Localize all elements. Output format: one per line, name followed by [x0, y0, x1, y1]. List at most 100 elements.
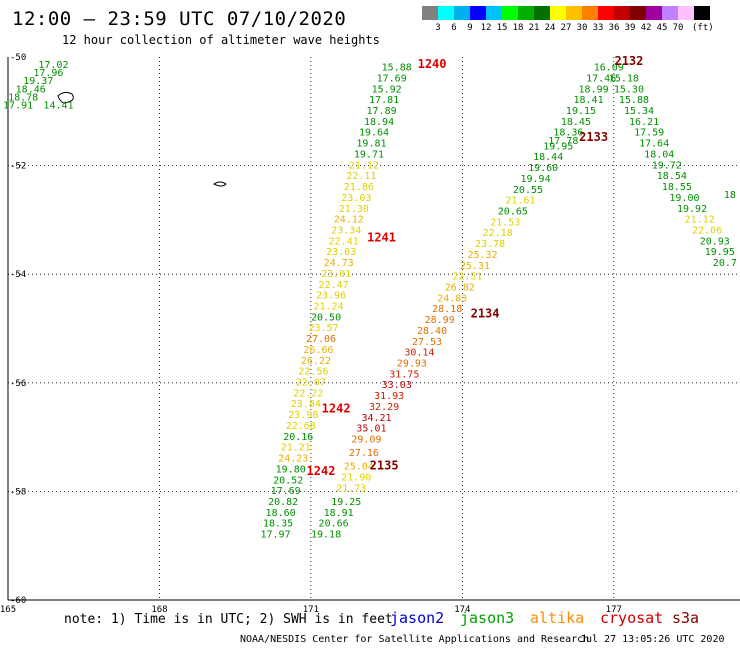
wave-height-label: 21.12 [349, 160, 379, 171]
wave-height-label: 17.02 [38, 60, 68, 71]
legend-tick: 12 [480, 23, 492, 33]
pass-time-label: 1242 [322, 402, 351, 416]
wave-height-label: 21.73 [336, 483, 366, 494]
legend-swatch [534, 6, 550, 20]
legend-swatch [470, 6, 486, 20]
legend-swatch [582, 6, 598, 20]
wave-height-label: 19.60 [528, 163, 558, 174]
wave-height-label: 22.22 [293, 388, 323, 399]
wave-height-label: 23.03 [326, 247, 356, 258]
wave-height-label: 19.95 [705, 247, 735, 258]
pass-time-label: 2134 [471, 307, 500, 321]
wave-height-label: 17.91 [3, 101, 33, 112]
legend-swatch [422, 6, 438, 20]
wave-height-label: 18.99 [579, 84, 609, 95]
legend-swatch [454, 6, 470, 20]
wave-height-label: 20.52 [273, 475, 303, 486]
wave-height-label: 18.46 [16, 84, 46, 95]
wave-height-label: 24.23 [278, 454, 308, 465]
wave-height-label: 21.21 [281, 443, 311, 454]
island-outline [57, 91, 74, 104]
legend-tick: 18 [512, 23, 524, 33]
legend-swatch [486, 6, 502, 20]
wave-height-label: 18.04 [644, 149, 674, 160]
lat-tick-label: -56 [10, 379, 26, 389]
legend-tick: 36 [608, 23, 620, 33]
wave-height-label: 19.81 [356, 139, 386, 150]
legend-tick: 3 [435, 23, 441, 33]
lon-tick-label: 177 [606, 605, 622, 615]
wave-height-label: 27.16 [349, 448, 379, 459]
pass-time-label: 1240 [418, 57, 447, 71]
wave-height-label: 17.96 [33, 68, 63, 79]
wave-height-label: 21.61 [505, 196, 535, 207]
wave-height-label: 20.50 [311, 312, 341, 323]
wave-height-label: 18.44 [533, 152, 563, 163]
wave-height-label: 20.66 [319, 519, 349, 530]
wave-height-label: 22.47 [319, 280, 349, 291]
wave-height-label: 22.68 [286, 421, 316, 432]
pass-time-label: 2135 [370, 459, 399, 473]
wave-height-label: 22.11 [346, 171, 376, 182]
legend-tick: 33 [592, 23, 604, 33]
wave-height-label: 26.22 [301, 356, 331, 367]
legend-tick: 21 [528, 23, 540, 33]
island-outline [213, 181, 227, 187]
wave-height-label: 22.51 [452, 272, 482, 283]
lat-tick-label: -52 [10, 162, 26, 172]
legend-tick: 9 [467, 23, 473, 33]
wave-height-label: 26.82 [445, 282, 475, 293]
wave-height-label: 20.7 [713, 258, 737, 269]
wave-height-label: 18.55 [662, 182, 692, 193]
wave-height-label: 19.00 [669, 193, 699, 204]
lat-tick-label: -60 [10, 596, 26, 606]
legend-swatch [614, 6, 630, 20]
wave-height-label: 29.93 [397, 359, 427, 370]
map-title: 12:00 – 23:59 UTC 07/10/2020 [12, 8, 347, 30]
wave-height-label: 20.16 [283, 432, 313, 443]
wave-height-label: 24.83 [437, 293, 467, 304]
wave-height-label: 22.07 [296, 378, 326, 389]
sat-altika: altika [530, 609, 585, 627]
legend-tick: 45 [656, 23, 668, 33]
wave-height-label: 19.94 [520, 174, 550, 185]
sat-s3a: s3a [672, 609, 700, 627]
legend-swatch [598, 6, 614, 20]
wave-height-label: 23.01 [321, 269, 351, 280]
wave-height-label: 18.94 [364, 117, 394, 128]
legend-tick: 15 [496, 23, 508, 33]
legend-swatch [502, 6, 518, 20]
wave-height-label: 28.18 [432, 304, 462, 315]
wave-height-label: 17.89 [367, 106, 397, 117]
wave-height-label: 25.04 [344, 462, 374, 473]
wave-height-label: 24.12 [334, 215, 364, 226]
legend-tick: 42 [640, 23, 652, 33]
wave-height-label: 34.21 [361, 413, 391, 424]
wave-height-label: 16.21 [629, 117, 659, 128]
wave-height-label: 16.09 [594, 63, 624, 74]
wave-height-label: 19.25 [331, 497, 361, 508]
wave-height-label: 23.34 [331, 225, 361, 236]
wave-height-label: 14.41 [43, 101, 73, 112]
wave-height-label: 18.41 [573, 95, 603, 106]
lat-tick-label: -54 [10, 270, 26, 280]
wave-height-label: 21.30 [339, 204, 369, 215]
wave-height-label: 31.75 [389, 369, 419, 380]
wave-height-label: 25.31 [460, 261, 490, 272]
wave-height-label: 15.92 [372, 84, 402, 95]
wave-height-label: 18 [724, 190, 736, 201]
wave-height-label: 18.36 [553, 128, 583, 139]
lat-tick-label: -58 [10, 487, 26, 497]
wave-height-label: 17.78 [548, 136, 578, 147]
wave-height-label: 22.18 [483, 228, 513, 239]
wave-height-label: 17.46 [586, 73, 616, 84]
wave-height-label: 15.34 [624, 106, 654, 117]
sat-cryosat: cryosat [600, 609, 664, 627]
wave-height-label: 20.82 [268, 497, 298, 508]
wave-height-label: 18.60 [266, 508, 296, 519]
sat-jason2: jason2 [390, 609, 445, 627]
wave-height-label: 23.57 [308, 323, 338, 334]
pass-time-label: 1241 [367, 231, 396, 245]
legend-swatch [550, 6, 566, 20]
